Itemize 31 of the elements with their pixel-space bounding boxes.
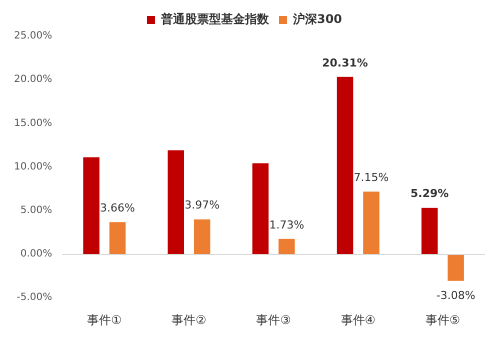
x-tick-label: 事件① <box>87 312 122 327</box>
data-label: 20.31% <box>322 56 368 70</box>
bar <box>363 192 380 254</box>
bar <box>109 222 126 254</box>
bar <box>168 150 184 254</box>
y-tick-label: 5.00% <box>20 204 52 216</box>
data-label: 5.29% <box>410 187 449 200</box>
bar <box>194 219 210 254</box>
legend-label: 沪深300 <box>292 12 342 26</box>
y-tick-label: 20.00% <box>14 74 52 86</box>
legend-label: 普通股票型基金指数 <box>160 12 270 26</box>
bar <box>83 157 100 254</box>
y-tick-label: 25.00% <box>14 30 52 42</box>
bar <box>278 238 295 254</box>
bar <box>336 76 354 254</box>
bar <box>421 208 438 254</box>
x-tick-label: 事件⑤ <box>425 312 460 327</box>
x-tick-label: 事件② <box>172 312 206 327</box>
y-tick-label: 15.00% <box>14 118 52 129</box>
data-label: 1.73% <box>269 218 304 232</box>
data-label: 3.97% <box>184 198 220 212</box>
data-label: 3.66% <box>100 201 135 214</box>
y-tick-label: 0.00% <box>20 248 52 260</box>
y-tick-label: 10.00% <box>14 161 52 172</box>
y-tick-label: -5.00% <box>16 292 52 304</box>
data-label: -3.08% <box>436 289 476 302</box>
data-label: 7.15% <box>354 171 389 184</box>
x-tick-label: 事件④ <box>340 312 376 327</box>
x-tick-label: 事件③ <box>256 312 291 327</box>
bar <box>448 254 464 281</box>
bar <box>252 163 269 254</box>
